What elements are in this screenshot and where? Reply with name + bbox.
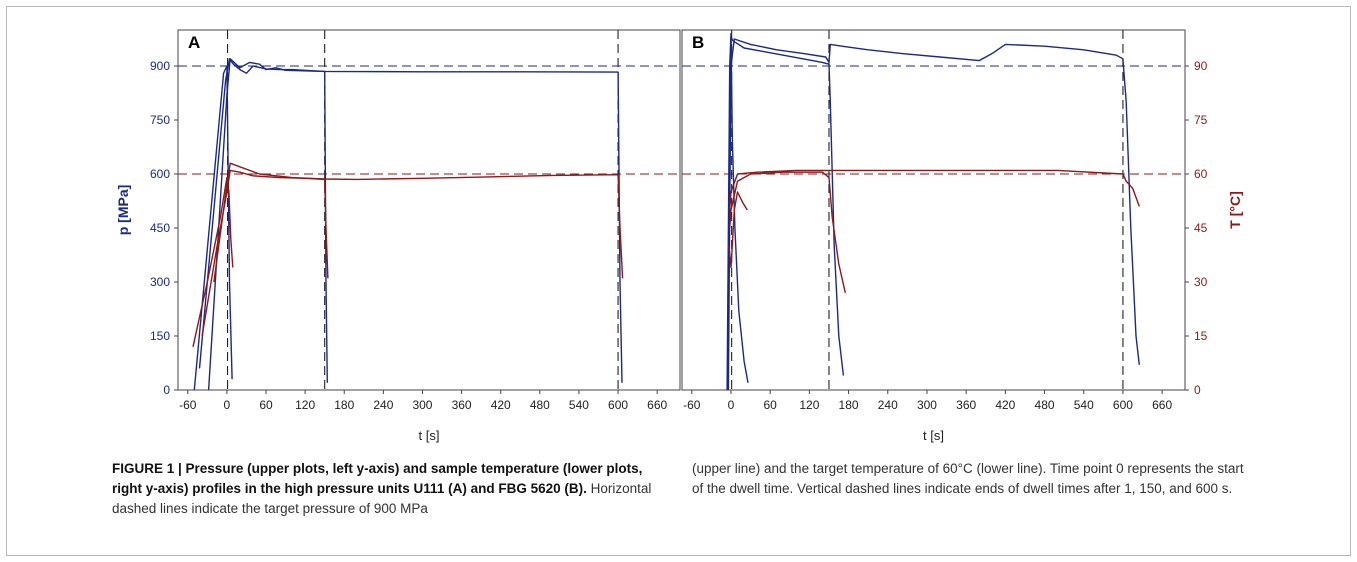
panel-b-x-tick-label: 360 bbox=[956, 398, 976, 412]
right-y-axis-label: T [°C] bbox=[1227, 191, 1243, 228]
caption-text-left: Horizontal dashed lines indicate the tar… bbox=[112, 481, 652, 516]
panel-b-x-tick-label: 300 bbox=[917, 398, 937, 412]
panel-b-frame bbox=[681, 29, 1186, 391]
right-y-tick-label: 30 bbox=[1194, 275, 1208, 289]
panel-b-temperature-line bbox=[729, 171, 846, 293]
panel-a-x-tick-label: 360 bbox=[452, 398, 472, 412]
right-y-tick-label: 15 bbox=[1194, 329, 1208, 343]
left-y-tick-label: 0 bbox=[163, 383, 170, 397]
right-y-tick-label: 45 bbox=[1194, 221, 1208, 235]
panel-a: -60 0 60 120 180 240 300 360 420 480 540 600 660 t [s… bbox=[177, 29, 681, 443]
panel-a-temperature-line bbox=[213, 162, 624, 283]
panel-b-x-tick-label: 660 bbox=[1152, 398, 1172, 412]
panel-b-x-tick-label: 180 bbox=[839, 398, 859, 412]
panel-a-temperature-line bbox=[192, 176, 234, 347]
panel-b-x-tick-label: 60 bbox=[764, 398, 778, 412]
panel-b-temperature-line bbox=[729, 169, 1140, 211]
panel-a-x-tick-label: 180 bbox=[334, 398, 354, 412]
panel-a-frame bbox=[177, 29, 681, 391]
panel-a-x-tick-label: 540 bbox=[569, 398, 589, 412]
left-y-tick-label: 900 bbox=[150, 59, 170, 73]
left-y-tick-label: 450 bbox=[150, 221, 170, 235]
panel-b-x-tick-label: 540 bbox=[1074, 398, 1094, 412]
panel-a-x-axis-label: t [s] bbox=[419, 428, 440, 443]
panel-a-x-tick-label: 600 bbox=[608, 398, 628, 412]
panel-b-pressure-line bbox=[727, 38, 1140, 391]
right-y-tick-label: 75 bbox=[1194, 113, 1208, 127]
caption-bold-lead: FIGURE 1 | Pressure (upper plots, left y… bbox=[112, 461, 643, 496]
panel-a-pressure-line bbox=[193, 65, 233, 391]
panel-b: -60 0 60 120 180 240 300 360 420 480 540 600 660 t [s… bbox=[681, 29, 1186, 443]
panel-a-x-tick-label: 0 bbox=[224, 398, 231, 412]
panel-b-x-tick-label: 600 bbox=[1113, 398, 1133, 412]
panel-a-x-tick-label: 120 bbox=[295, 398, 315, 412]
panel-a-label: A bbox=[188, 33, 200, 52]
left-y-tick-label: 750 bbox=[150, 113, 170, 127]
panel-a-x-tick-label: -60 bbox=[179, 398, 197, 412]
caption-right-column: (upper line) and the target temperature … bbox=[692, 461, 1244, 496]
left-y-tick-label: 300 bbox=[150, 275, 170, 289]
right-y-tick-label: 90 bbox=[1194, 59, 1208, 73]
left-y-tick-label: 150 bbox=[150, 329, 170, 343]
panel-a-x-tick-label: 480 bbox=[530, 398, 550, 412]
panel-a-x-tick-label: 660 bbox=[647, 398, 667, 412]
panel-b-x-tick-label: 420 bbox=[995, 398, 1015, 412]
panel-a-pressure-line bbox=[207, 58, 623, 391]
panel-b-x-axis-label: t [s] bbox=[923, 428, 944, 443]
right-y-tick-label: 0 bbox=[1194, 383, 1201, 397]
figure-frame bbox=[6, 6, 1351, 556]
left-y-tick-label: 600 bbox=[150, 167, 170, 181]
panel-b-x-tick-label: 120 bbox=[799, 398, 819, 412]
panel-a-x-tick-label: 300 bbox=[412, 398, 432, 412]
panel-a-x-tick-label: 240 bbox=[373, 398, 393, 412]
panel-b-x-tick-label: 240 bbox=[878, 398, 898, 412]
panel-b-temperature-line bbox=[728, 191, 748, 269]
panel-b-x-tick-label: -60 bbox=[683, 398, 701, 412]
right-y-tick-label: 60 bbox=[1194, 167, 1208, 181]
panel-b-x-tick-label: 0 bbox=[728, 398, 735, 412]
panel-a-x-tick-label: 60 bbox=[259, 398, 273, 412]
panel-b-label: B bbox=[692, 33, 704, 52]
caption-left-column: FIGURE 1 | Pressure (upper plots, left y… bbox=[112, 459, 667, 519]
panel-a-x-tick-label: 420 bbox=[491, 398, 511, 412]
left-y-axis-label: p [MPa] bbox=[115, 185, 131, 236]
panel-b-x-tick-label: 480 bbox=[1035, 398, 1055, 412]
panel-b-pressure-line bbox=[727, 36, 845, 391]
